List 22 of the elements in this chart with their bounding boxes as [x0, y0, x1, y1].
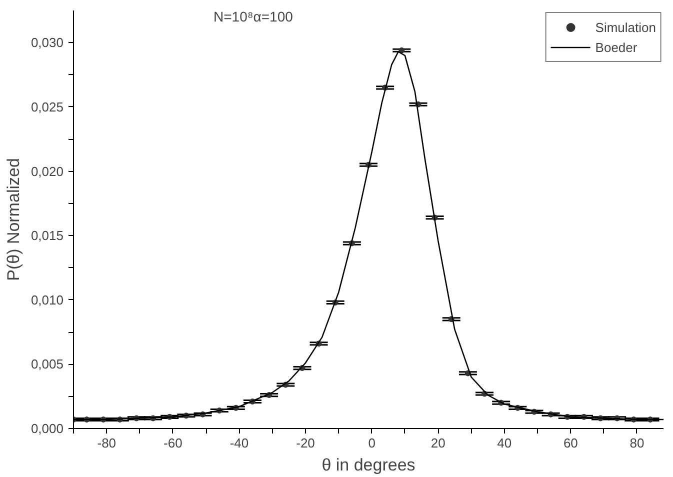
- annotation: N=10⁸α=100: [214, 8, 294, 24]
- y-axis-title: P(θ) Normalized: [4, 158, 23, 281]
- x-tick-label: 40: [497, 436, 512, 450]
- x-tick-label: -80: [97, 436, 116, 450]
- x-tick-label: 80: [630, 436, 644, 450]
- y-tick-label: 0,030: [30, 35, 64, 50]
- y-tick-label: 0,000: [30, 421, 64, 436]
- x-tick-label: 60: [563, 436, 578, 450]
- legend-label: Simulation: [595, 20, 656, 34]
- y-tick-label: 0,005: [30, 356, 64, 372]
- y-tick-label: 0,020: [30, 164, 64, 179]
- x-axis-title: θ in degrees: [322, 456, 416, 474]
- x-tick-label: 0: [368, 436, 376, 450]
- x-tick-label: -40: [230, 436, 249, 450]
- x-tick-label: -60: [164, 436, 182, 450]
- y-tick-label: 0,010: [30, 292, 64, 308]
- point: [398, 47, 405, 54]
- y-tick-label: 0,025: [30, 99, 64, 114]
- x-tick-label: 20: [430, 436, 446, 450]
- x-tick-label: -20: [296, 436, 315, 450]
- y-tick-label: 0,015: [30, 228, 64, 244]
- legend-label: Boeder: [595, 40, 638, 54]
